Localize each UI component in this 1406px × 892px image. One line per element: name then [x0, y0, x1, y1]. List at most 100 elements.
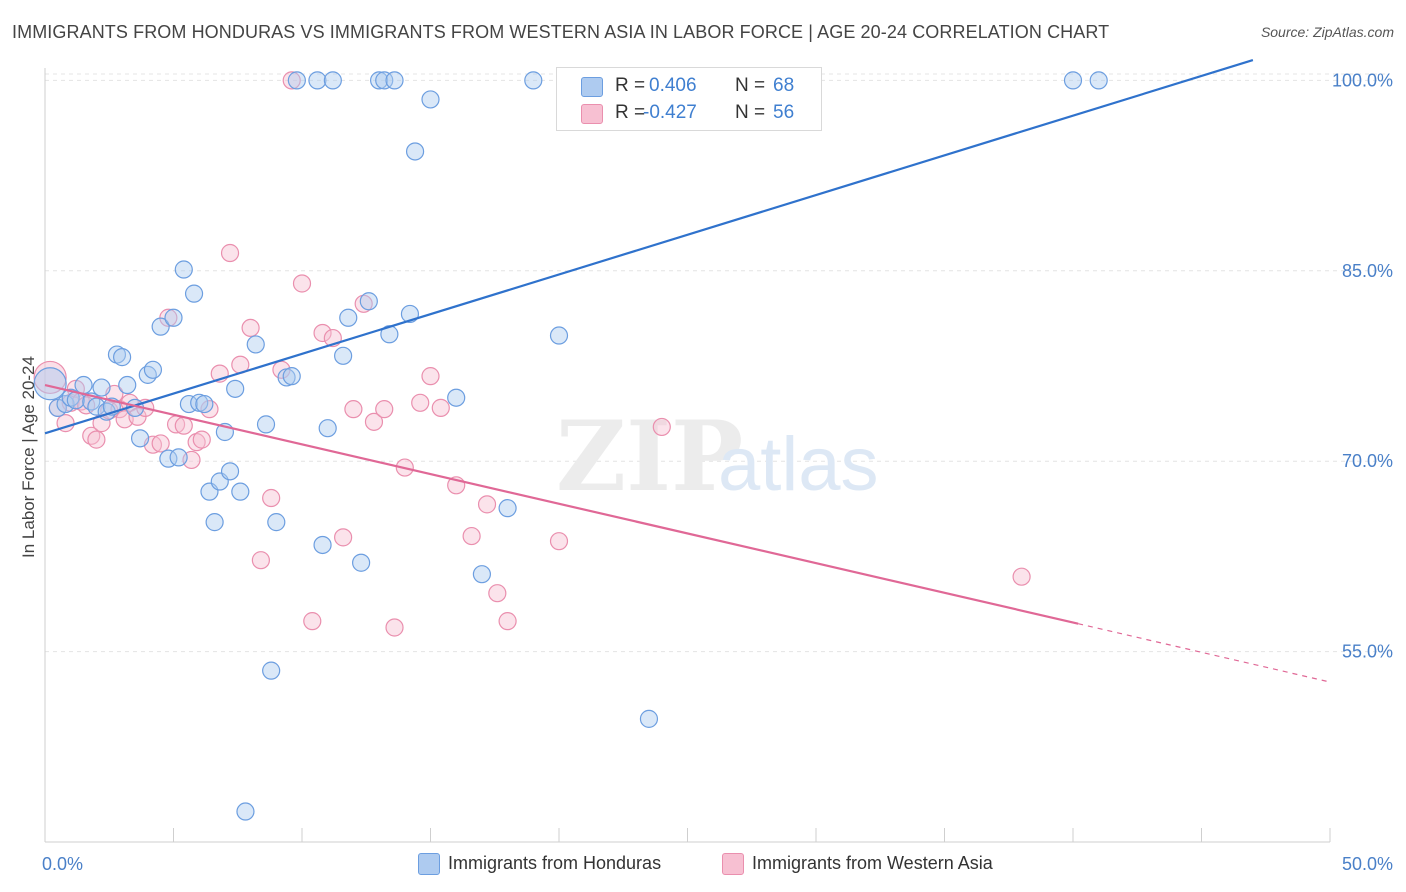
data-point: [143, 360, 163, 379]
data-point: [174, 260, 193, 279]
data-point: [318, 419, 337, 438]
data-point: [639, 709, 659, 728]
x-tick-label: 50.0%: [1342, 854, 1393, 874]
data-point: [313, 323, 332, 343]
data-point: [498, 612, 517, 631]
data-point: [308, 71, 327, 90]
data-point: [151, 317, 170, 336]
trend-line: [44, 59, 1254, 435]
data-point: [236, 802, 255, 821]
trend-lines: [44, 59, 1331, 683]
legend-n-label: N =: [735, 102, 766, 123]
data-point: [74, 375, 93, 395]
data-point: [354, 294, 373, 313]
bottom-legend-label: Immigrants from Western Asia: [752, 853, 993, 873]
watermark-atlas: atlas: [718, 422, 879, 507]
legend-r-label: R =: [615, 102, 646, 123]
data-point: [87, 397, 106, 416]
data-point: [184, 284, 204, 303]
data-point: [267, 513, 286, 532]
data-point: [323, 71, 342, 90]
bottom-legend-swatch-western-asia: [722, 853, 744, 875]
source-credit: Source: ZipAtlas.com: [1260, 24, 1394, 40]
data-point: [352, 553, 371, 572]
trend-line-extension: [1078, 623, 1331, 683]
data-point: [287, 71, 306, 90]
legend-swatch-western-asia: [581, 104, 603, 124]
data-point: [334, 528, 353, 547]
data-point: [405, 142, 425, 161]
data-point: [421, 367, 440, 386]
y-tick-label: 70.0%: [1342, 451, 1393, 471]
data-point: [344, 400, 363, 419]
data-point: [262, 661, 281, 680]
data-point: [220, 462, 240, 481]
data-point: [385, 71, 404, 90]
data-point: [262, 488, 281, 508]
data-point: [472, 565, 491, 584]
data-point: [339, 308, 358, 327]
axes: [44, 68, 1331, 843]
data-point: [61, 388, 80, 407]
data-point: [192, 430, 211, 449]
data-point: [292, 274, 312, 293]
data-point: [313, 535, 332, 555]
legend-r-label: R =: [615, 75, 646, 96]
data-point: [524, 71, 543, 90]
data-point: [282, 71, 301, 90]
legend-swatch-honduras: [581, 77, 603, 97]
watermark-zip: ZIP: [556, 400, 743, 513]
data-point: [359, 292, 378, 311]
data-point: [421, 90, 440, 109]
data-point: [174, 416, 193, 435]
data-point: [364, 412, 384, 431]
trend-line: [44, 383, 1079, 625]
series-western-asia-points: [33, 71, 1031, 637]
data-point: [220, 243, 240, 263]
data-point: [231, 482, 250, 501]
data-point: [1063, 71, 1083, 90]
data-point: [241, 318, 260, 338]
data-point: [107, 345, 127, 364]
data-point: [246, 335, 265, 354]
data-point: [549, 532, 569, 551]
data-point: [385, 618, 404, 637]
legend-n-value: 56: [773, 102, 795, 123]
y-tick-label: 55.0%: [1342, 642, 1393, 662]
legend-r-value: -0.427: [643, 102, 697, 123]
y-tick-label: 100.0%: [1332, 70, 1393, 90]
legend-n-value: 68: [773, 75, 795, 96]
data-point: [33, 367, 67, 401]
chart-title: IMMIGRANTS FROM HONDURAS VS IMMIGRANTS F…: [12, 22, 1110, 42]
data-point: [138, 365, 157, 384]
tick-labels: 100.0% 85.0% 70.0% 55.0% 0.0% 50.0%: [42, 70, 1393, 874]
correlation-legend: R = 0.406 N = 68 R = -0.427 N = 56: [556, 67, 822, 131]
data-point: [334, 346, 353, 365]
bottom-legend-label: Immigrants from Honduras: [448, 853, 662, 873]
data-point: [169, 448, 188, 467]
data-point: [200, 400, 219, 419]
data-point: [462, 526, 481, 546]
data-point: [195, 394, 214, 414]
data-point: [92, 378, 111, 397]
data-point: [411, 393, 430, 412]
data-point: [87, 430, 106, 449]
x-tick-label: 0.0%: [42, 854, 83, 874]
data-point: [205, 513, 224, 532]
data-point: [251, 551, 270, 570]
y-tick-label: 85.0%: [1342, 261, 1393, 281]
data-point: [151, 434, 170, 453]
data-point: [1012, 567, 1031, 586]
data-point: [1089, 71, 1108, 90]
data-point: [303, 612, 322, 631]
data-point: [370, 71, 389, 90]
data-point: [375, 71, 394, 90]
data-point: [130, 429, 150, 448]
data-point: [477, 495, 497, 514]
data-point: [375, 400, 394, 419]
bottom-legend-swatch-honduras: [418, 853, 440, 875]
legend-r-value: 0.406: [649, 75, 697, 96]
data-point: [488, 584, 507, 603]
data-point: [112, 348, 132, 367]
